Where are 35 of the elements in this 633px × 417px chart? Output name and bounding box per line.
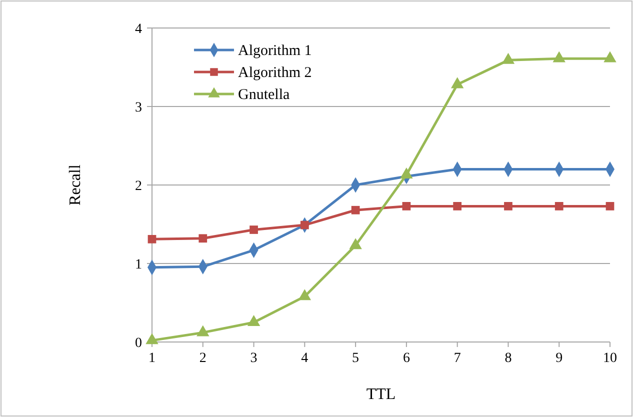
point [148,234,156,244]
x-tick-label: 9 [556,351,563,366]
point [351,206,360,214]
x-tick-label: 4 [301,351,308,366]
point [298,289,312,300]
x-tick-label: 10 [603,351,617,366]
point [606,202,614,210]
x-tick-label: 5 [352,351,360,366]
point [554,202,564,210]
x-tick-label: 6 [402,351,410,366]
y-axis-title: Recall [67,164,84,206]
legend-label: Algorithm 1 [238,43,312,59]
point [198,234,208,243]
x-tick-label: 3 [250,351,258,366]
point [247,315,260,326]
x-tick-label: 7 [454,351,461,366]
y-tick-label: 1 [135,258,142,272]
legend-label: Gnutella [238,87,290,103]
x-tick-label: 1 [148,351,156,366]
point [402,202,411,210]
point [504,202,512,210]
point [300,220,309,230]
point [196,325,210,336]
x-tick-label: 2 [199,351,206,366]
point [146,333,158,344]
y-tick-label: 0 [135,336,142,351]
x-tick-label: 8 [504,351,512,366]
point [349,238,362,250]
point [453,202,462,210]
legend-label: Algorithm 2 [238,65,312,81]
x-axis-title: TTL [366,386,396,403]
y-tick-label: 4 [135,22,142,37]
point [250,226,258,234]
y-tick-label: 3 [135,100,142,116]
y-tick-label: 2 [135,179,142,194]
